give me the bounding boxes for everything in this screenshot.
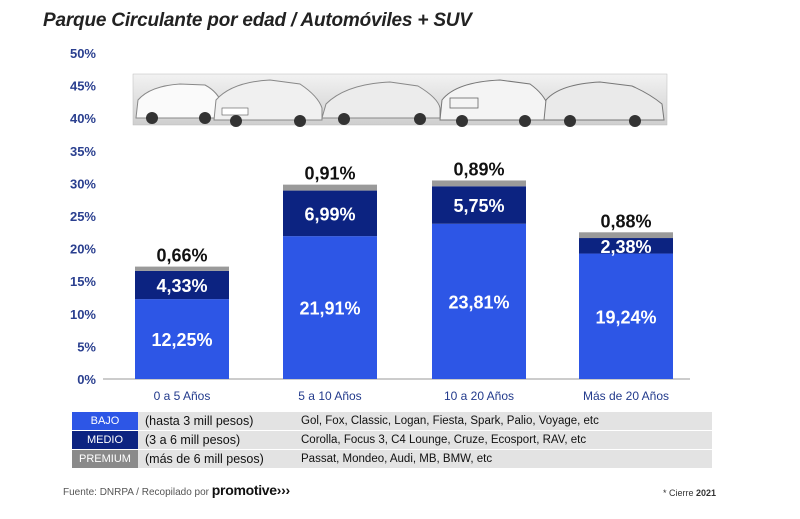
legend-range-medio: (3 a 6 mill pesos) xyxy=(145,433,241,447)
bar-medio xyxy=(579,238,673,254)
legend-row-bajo: BAJO (hasta 3 mill pesos) Gol, Fox, Clas… xyxy=(72,412,712,430)
data-label-premium: 0,66% xyxy=(156,246,207,266)
car-photo-strip xyxy=(132,73,668,127)
legend-models-premium: Passat, Mondeo, Audi, MB, BMW, etc xyxy=(301,453,493,465)
x-category-label: Más de 20 Años xyxy=(583,389,669,403)
cierre-note: * Cierre 2021 xyxy=(663,488,716,498)
bar-medio xyxy=(432,186,526,224)
data-label-medio: 6,99% xyxy=(304,204,355,224)
data-label-premium: 0,88% xyxy=(600,211,651,231)
source-prefix: Fuente: DNRPA / Recopilado por xyxy=(63,487,210,498)
data-label-medio: 2,38% xyxy=(600,237,651,257)
bar-bajo xyxy=(283,236,377,379)
y-tick-label: 0% xyxy=(77,372,96,387)
y-tick-label: 10% xyxy=(70,307,96,322)
y-tick-label: 5% xyxy=(77,339,96,354)
x-category-label: 10 a 20 Años xyxy=(444,389,514,403)
y-tick-label: 25% xyxy=(70,209,96,224)
data-label-bajo: 19,24% xyxy=(595,307,656,327)
y-tick-label: 20% xyxy=(70,242,96,257)
x-category-label: 5 a 10 Años xyxy=(298,389,361,403)
y-tick-label: 40% xyxy=(70,111,96,126)
legend-row-premium: PREMIUM (más de 6 mill pesos) Passat, Mo… xyxy=(72,450,712,468)
cierre-prefix: * Cierre xyxy=(663,488,694,498)
bar-premium xyxy=(432,180,526,187)
legend-range-premium: (más de 6 mill pesos) xyxy=(145,452,264,466)
bar-premium xyxy=(579,232,673,239)
data-label-bajo: 12,25% xyxy=(151,330,212,350)
bar-premium xyxy=(283,184,377,191)
data-label-bajo: 21,91% xyxy=(299,299,360,319)
y-tick-label: 50% xyxy=(70,46,96,61)
y-tick-label: 45% xyxy=(70,79,96,94)
promotive-logo: promotive xyxy=(211,482,277,498)
legend-models-medio: Corolla, Focus 3, C4 Lounge, Cruze, Ecos… xyxy=(301,434,587,446)
bar-medio xyxy=(135,270,229,300)
legend-range-bajo: (hasta 3 mill pesos) xyxy=(145,414,254,428)
x-category-label: 0 a 5 Años xyxy=(154,389,211,403)
data-label-bajo: 23,81% xyxy=(448,292,509,312)
bar-bajo xyxy=(432,223,526,379)
legend-row-medio: MEDIO (3 a 6 mill pesos) Corolla, Focus … xyxy=(72,431,712,449)
legend-models-bajo: Gol, Fox, Classic, Logan, Fiesta, Spark,… xyxy=(301,415,599,427)
legend-key-medio: MEDIO xyxy=(72,431,138,449)
y-tick-label: 15% xyxy=(70,274,96,289)
bar-premium xyxy=(135,266,229,271)
data-label-premium: 0,89% xyxy=(453,159,504,179)
legend-key-bajo: BAJO xyxy=(72,412,138,430)
promotive-chevrons-icon: ››› xyxy=(276,482,290,498)
bar-medio xyxy=(283,190,377,237)
cierre-year: 2021 xyxy=(696,488,717,498)
bar-bajo xyxy=(135,299,229,379)
data-label-medio: 5,75% xyxy=(453,196,504,216)
bar-bajo xyxy=(579,253,673,379)
source-note: Fuente: DNRPA / Recopilado por promotive… xyxy=(63,482,290,498)
y-tick-label: 35% xyxy=(70,144,96,159)
data-label-premium: 0,91% xyxy=(304,164,355,184)
legend-key-premium: PREMIUM xyxy=(72,450,138,468)
chart-title: Parque Circulante por edad / Automóviles… xyxy=(43,10,472,31)
y-tick-label: 30% xyxy=(70,176,96,191)
data-label-medio: 4,33% xyxy=(156,276,207,296)
